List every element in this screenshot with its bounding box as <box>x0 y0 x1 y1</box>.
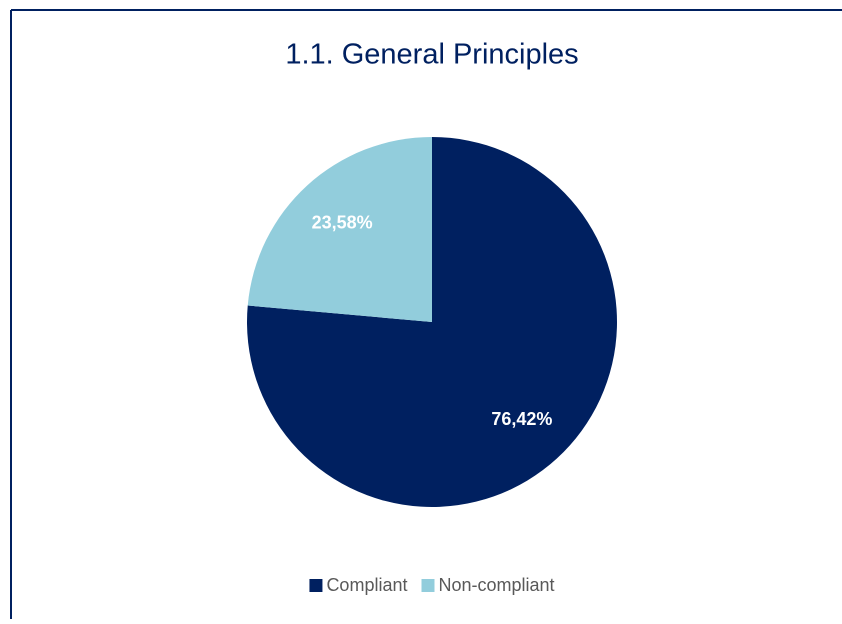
pie-slice <box>247 137 432 322</box>
legend-swatch <box>421 579 435 592</box>
legend-swatch <box>309 579 323 592</box>
legend-label: Compliant <box>326 575 407 595</box>
pie-slice <box>247 137 618 508</box>
legend-label: Non-compliant <box>438 575 554 595</box>
chart-title: 1.1. General Principles <box>285 39 578 71</box>
data-label: 76,42% <box>491 409 552 429</box>
data-label: 23,58% <box>312 212 373 232</box>
